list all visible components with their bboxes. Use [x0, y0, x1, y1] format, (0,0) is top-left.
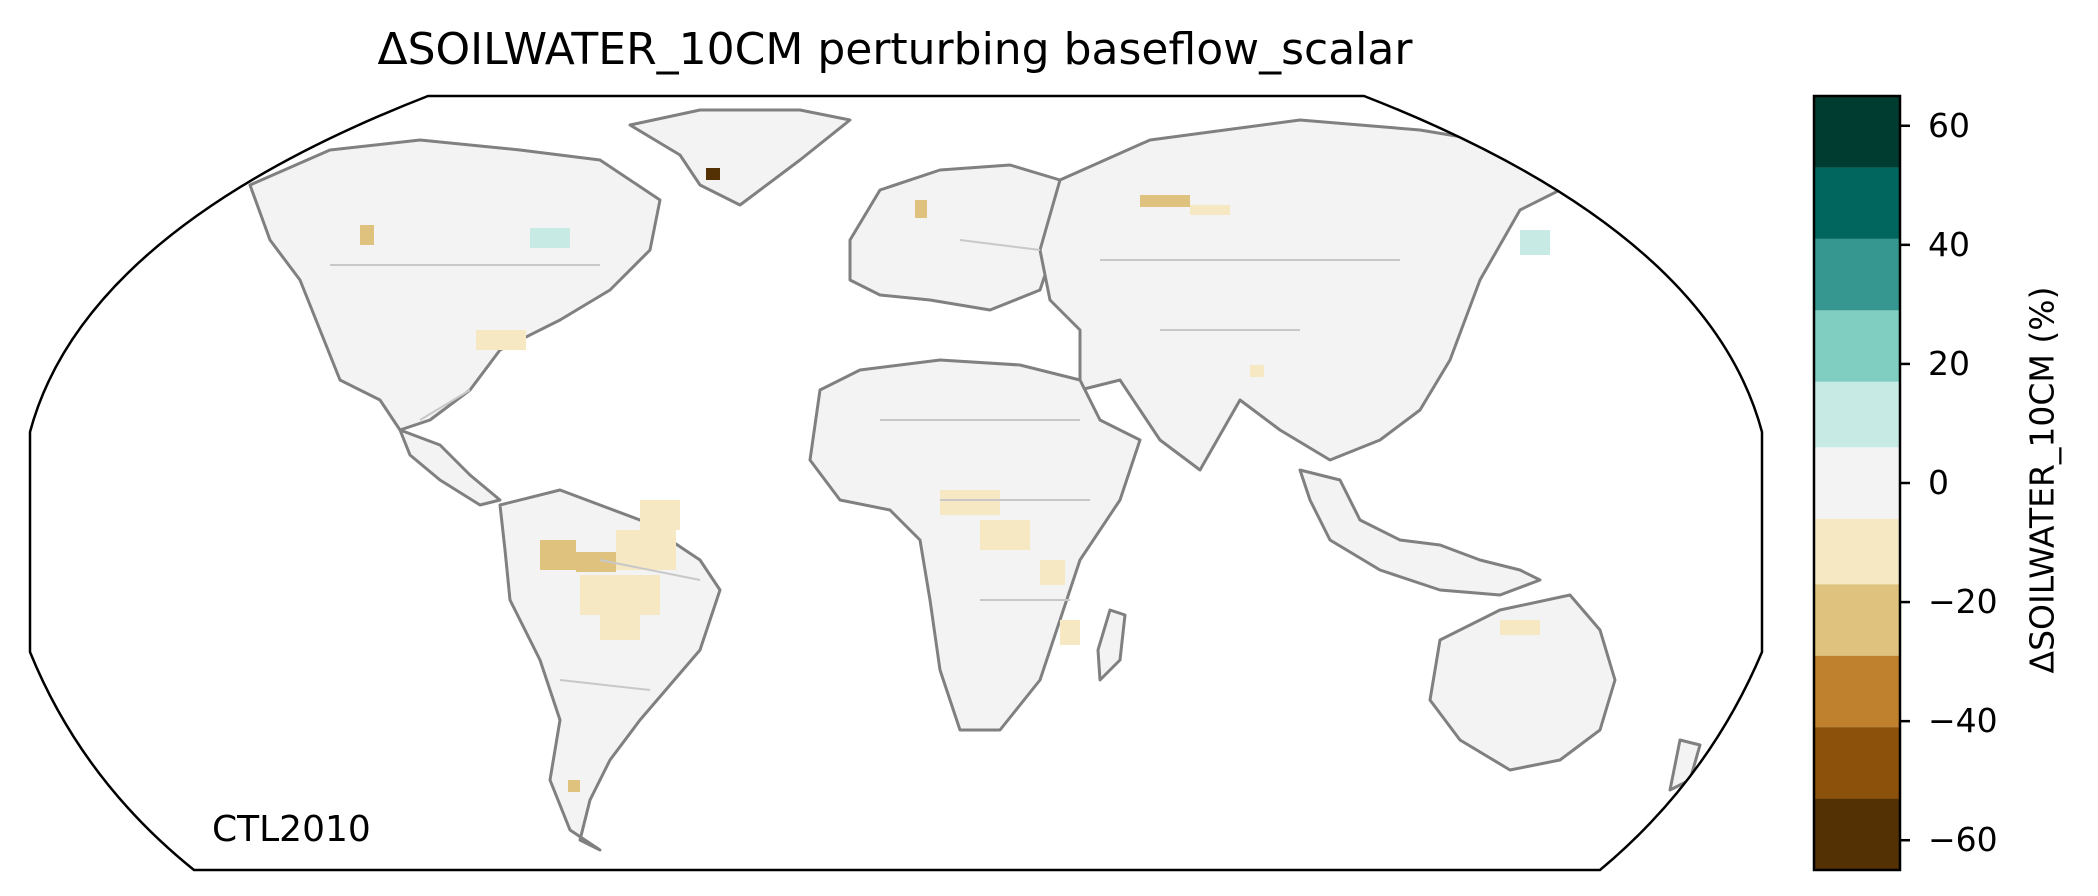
colorbar-bin-7 [1814, 310, 1900, 382]
landmass-australia [1428, 593, 1617, 772]
cell-pacific-northwest [360, 225, 374, 245]
cell-sahel [940, 490, 1000, 515]
cell-amazon-north [640, 500, 680, 530]
landmass-central-america [398, 428, 502, 507]
cell-east-africa [1040, 560, 1065, 585]
cell-great-lakes [530, 228, 570, 248]
colorbar-tick-label: −40 [1928, 701, 1998, 741]
cell-greenland [706, 168, 720, 180]
colorbar-tick-label: 0 [1928, 463, 1949, 502]
border-line-9 [959, 239, 1041, 251]
cell-patagonia [568, 780, 580, 792]
land-areas [248, 108, 1702, 852]
colorbar-tick-label: 20 [1928, 343, 1970, 383]
landmass-south-america [498, 488, 722, 852]
colorbar-tick-label: −60 [1928, 820, 1998, 860]
colorbar-bin-1 [1814, 727, 1900, 799]
colorbar-bins [1814, 96, 1900, 870]
cell-amazon-central [616, 530, 676, 570]
cell-norway [915, 200, 927, 218]
cell-kamchatka [1520, 230, 1550, 255]
colorbar-bin-0 [1814, 798, 1900, 870]
border-line-8 [559, 679, 651, 691]
colorbar-ticks [1900, 124, 1910, 842]
landmass-madagascar [1096, 608, 1127, 682]
map-title: ΔSOILWATER_10CM perturbing baseflow_scal… [377, 24, 1413, 75]
scenario-annotation: CTL2010 [212, 809, 371, 850]
cell-amazon-west-2 [576, 552, 616, 572]
colorbar-bin-6 [1814, 381, 1900, 448]
cell-siberia-east [1190, 205, 1230, 215]
cell-siberia-west [1140, 195, 1190, 207]
colorbar-tick-label: 40 [1928, 224, 1970, 264]
cell-amazon-south [580, 575, 660, 615]
cell-south-asia [1250, 365, 1264, 377]
cell-australia-north [1500, 620, 1540, 635]
colorbar-bin-8 [1814, 238, 1900, 311]
colorbar-tick-label: −20 [1928, 582, 1998, 622]
colorbar-bin-9 [1814, 167, 1900, 239]
globe-outline [28, 94, 1764, 872]
country-borders [330, 239, 1400, 691]
landmass-southeast-asia [1298, 468, 1542, 597]
cell-us-east [476, 330, 526, 350]
landmass-africa [808, 358, 1142, 732]
border-line-1 [419, 389, 471, 421]
colorbar-bin-4 [1814, 518, 1900, 585]
colorbar-bin-2 [1814, 655, 1900, 728]
cell-congo [980, 520, 1030, 550]
colorbar-bin-5 [1814, 447, 1900, 519]
colorbar-tick-label: 60 [1928, 105, 1970, 145]
colorbar-bin-3 [1814, 584, 1900, 656]
anomaly-cells [360, 168, 1550, 792]
cell-brazil [600, 615, 640, 640]
border-line-7 [599, 559, 701, 581]
cell-mozambique [1060, 620, 1080, 645]
landmass-greenland [628, 108, 852, 207]
colorbar-bin-10 [1814, 96, 1900, 168]
cell-amazon-west [540, 540, 576, 570]
colorbar-label-text: ΔSOILWATER_10CM (%) [2022, 286, 2062, 674]
